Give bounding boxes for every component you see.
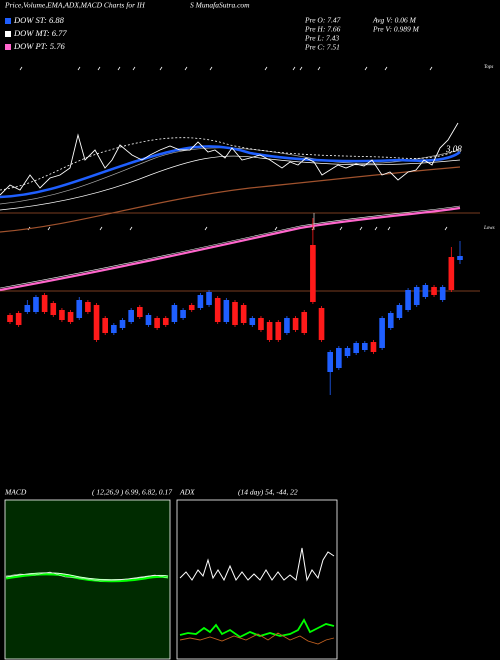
candle-body — [413, 287, 420, 305]
volume-stat: Avg V: 0.06 M — [372, 16, 417, 25]
candle-body — [136, 307, 143, 317]
candle-body — [15, 313, 22, 325]
moving-averages — [0, 122, 461, 292]
candle-body — [249, 318, 256, 325]
candle-body — [41, 295, 48, 312]
candle-body — [284, 318, 290, 333]
candle-body — [301, 312, 308, 333]
candle-body — [67, 312, 74, 322]
candle-body — [439, 287, 446, 300]
candle-body — [336, 348, 342, 368]
adx-params: (14 day) 54, -44, 22 — [238, 488, 298, 497]
candle-body — [448, 257, 455, 290]
candle-body — [361, 343, 368, 350]
candle-body — [387, 313, 394, 328]
marker-label: 3.08 — [445, 144, 462, 154]
candle-body — [353, 343, 359, 353]
chart-title: Price,Volume,EMA,ADX,MACD Charts for IH — [4, 1, 145, 10]
legend-entry: DOW MT: 6.77 — [13, 28, 67, 38]
candles — [7, 218, 463, 395]
candle-body — [93, 305, 100, 340]
candle-body — [214, 298, 221, 322]
candle-body — [171, 305, 178, 322]
macd-lines — [5, 571, 169, 583]
candle-body — [405, 290, 411, 310]
candle-body — [33, 297, 39, 312]
legend-swatch — [5, 44, 11, 50]
candle-body — [59, 310, 65, 320]
candle-body — [422, 285, 429, 297]
candle-body — [206, 292, 212, 305]
volume-stat: Pre V: 0.989 M — [372, 25, 420, 34]
candle-body — [180, 310, 186, 318]
candle-body — [266, 322, 273, 340]
legend-swatch — [5, 18, 11, 24]
candle-body — [24, 305, 31, 312]
candle-body — [240, 305, 247, 323]
tops-label: Tops — [484, 65, 493, 70]
candle-body — [85, 302, 91, 312]
candle-body — [379, 318, 385, 348]
candle-body — [7, 315, 13, 322]
candle-body — [292, 318, 299, 330]
lows-label: Lows — [483, 226, 495, 231]
candle-body — [370, 342, 377, 352]
candle-body — [431, 287, 437, 295]
candle-body — [162, 318, 169, 325]
candle-body — [145, 315, 152, 325]
candle-body — [197, 295, 204, 308]
candle-body — [310, 245, 316, 302]
candle-body — [119, 320, 126, 328]
legend-entry: DOW PT: 5.76 — [13, 41, 66, 51]
candle-body — [188, 305, 195, 310]
legend-entry: DOW ST: 6.88 — [13, 15, 65, 25]
candle-body — [154, 318, 160, 328]
stat: Pre C: 7.51 — [304, 43, 340, 52]
site-name: S MunafaSutra.com — [190, 1, 250, 10]
candle-body — [318, 308, 325, 340]
candle-body — [128, 310, 134, 322]
candle-body — [396, 305, 403, 318]
candle-body — [102, 318, 109, 333]
candle-body — [327, 352, 334, 372]
adx-label: ADX — [179, 488, 195, 497]
macd-label: MACD — [4, 488, 27, 497]
candle-body — [344, 348, 351, 356]
adx-lines — [179, 547, 335, 645]
macd-params: ( 12,26,9 ) 6.99, 6.82, 0.17 — [92, 488, 172, 497]
legend-swatch — [5, 31, 11, 37]
candle-body — [457, 256, 463, 260]
stat: Pre O: 7.47 — [304, 16, 341, 25]
candle-body — [76, 300, 83, 318]
candle-body — [275, 322, 282, 340]
candle-body — [232, 302, 238, 325]
candle-body — [258, 318, 264, 330]
candle-body — [223, 300, 230, 322]
stat: Pre H: 7.66 — [304, 25, 341, 34]
candle-body — [50, 303, 57, 315]
stat: Pre L: 7.43 — [304, 34, 339, 43]
candle-body — [111, 325, 117, 333]
